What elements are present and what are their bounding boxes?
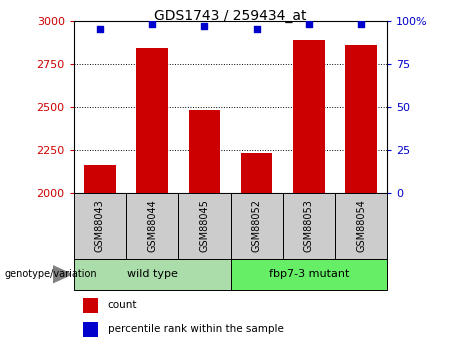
Text: GSM88053: GSM88053 [304,199,314,253]
Text: fbp7-3 mutant: fbp7-3 mutant [269,269,349,279]
Bar [83,322,98,337]
Text: count: count [107,300,137,310]
Bar [178,193,230,259]
Bar [126,193,178,259]
Bar [230,259,387,290]
Bar [74,193,126,259]
Text: GSM88044: GSM88044 [147,200,157,252]
Text: GSM88052: GSM88052 [252,199,262,253]
Polygon shape [53,266,71,283]
Point [148,21,156,27]
Text: percentile rank within the sample: percentile rank within the sample [107,325,284,334]
Bar [136,48,168,193]
Text: genotype/variation: genotype/variation [5,269,97,279]
Bar [345,45,377,193]
Bar [293,40,325,193]
Text: GSM88043: GSM88043 [95,200,105,252]
Bar [74,259,230,290]
Point [253,27,260,32]
Point [201,23,208,29]
Bar [230,193,283,259]
Text: GDS1743 / 259434_at: GDS1743 / 259434_at [154,9,307,23]
Bar [335,193,387,259]
Point [357,21,365,27]
Bar [189,110,220,193]
Point [96,27,104,32]
Text: GSM88054: GSM88054 [356,199,366,253]
Bar [83,298,98,313]
Point [305,21,313,27]
Text: GSM88045: GSM88045 [199,199,209,253]
Text: wild type: wild type [127,269,177,279]
Bar [241,152,272,193]
Bar [84,165,116,193]
Bar [283,193,335,259]
